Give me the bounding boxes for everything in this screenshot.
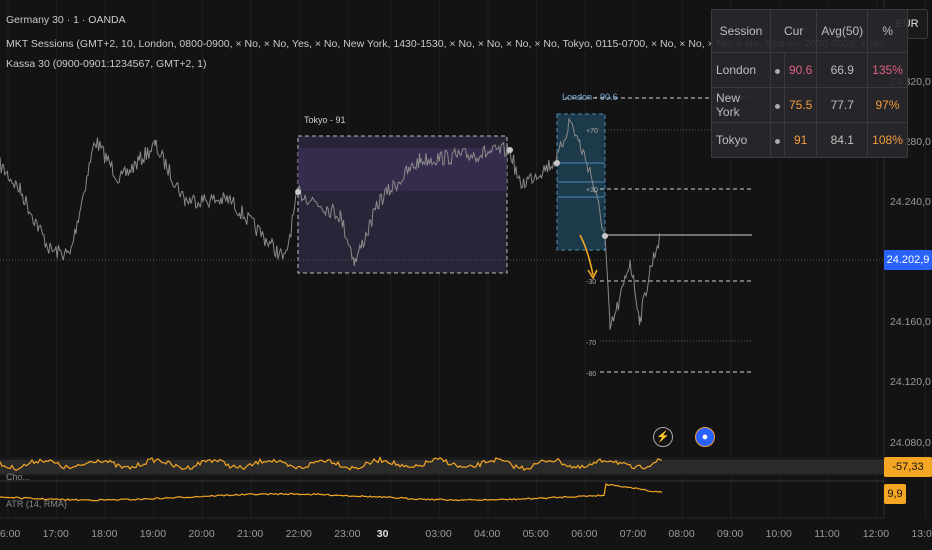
time-axis-label: 22:00 — [286, 528, 312, 540]
session-avg: 77.7 — [816, 87, 869, 123]
session-row: London 90.6 66.9 135% — [711, 52, 908, 88]
time-axis-label: 23:00 — [334, 528, 360, 540]
session-dot — [770, 87, 785, 123]
time-axis-label: 06:00 — [571, 528, 597, 540]
atr-value-tag: 9,9 — [884, 484, 906, 504]
time-axis-label: 11:00 — [814, 528, 840, 540]
pct-header: % — [867, 9, 908, 53]
time-axis-label: 09:00 — [717, 528, 743, 540]
tokyo-session-highlight — [298, 148, 507, 191]
svg-text:-30: -30 — [586, 279, 596, 286]
session-avg: 84.1 — [816, 122, 869, 158]
kassa-legend[interactable]: Kassa 30 (0900-0901:1234567, GMT+2, 1) — [6, 58, 207, 70]
price-axis-label: 24.160,0 — [890, 316, 931, 328]
time-axis-label: 21:00 — [237, 528, 263, 540]
time-axis-label: 16:00 — [0, 528, 20, 540]
time-axis-label: 04:00 — [474, 528, 500, 540]
current-price-tag: 24.202,9 — [884, 250, 932, 270]
bolt-icon[interactable]: ⚡ — [653, 427, 673, 447]
level-label-plus70: +70 — [586, 128, 598, 135]
indicator-legend[interactable]: MKT Sessions (GMT+2, 10, London, 0800-09… — [6, 38, 886, 50]
session-name: New York — [711, 87, 771, 123]
chart-title: Germany 30 · 1 · OANDA — [6, 14, 126, 26]
session-table: Session Cur Avg(50) % London 90.6 66.9 135%… — [711, 9, 908, 158]
time-axis-label: 05:00 — [523, 528, 549, 540]
tokyo-box-label: Tokyo - 91 — [304, 115, 346, 125]
oscillator-value-tag: -57,33 — [884, 457, 932, 477]
time-axis-label: 20:00 — [188, 528, 214, 540]
time-axis-label: 10:00 — [766, 528, 792, 540]
price-series — [0, 118, 661, 330]
move-arrow — [579, 234, 594, 276]
session-row: New York 75.5 77.7 97% — [711, 87, 908, 123]
svg-text:-70: -70 — [586, 340, 596, 347]
session-name: London — [711, 52, 771, 88]
time-axis-label: 12:00 — [863, 528, 889, 540]
session-cur: 75.5 — [783, 87, 818, 123]
time-axis-label: 03:00 — [425, 528, 451, 540]
svg-text:+30: +30 — [586, 187, 598, 194]
svg-text:-80: -80 — [586, 371, 596, 378]
time-axis-label: 18:00 — [91, 528, 117, 540]
price-axis-label: 24.240,0 — [890, 196, 931, 208]
session-pct: 108% — [867, 122, 908, 158]
price-axis-label: 24.080,0 — [890, 437, 931, 449]
avg-header: Avg(50) — [816, 9, 869, 53]
session-dot — [770, 122, 785, 158]
time-axis-label: 08:00 — [668, 528, 694, 540]
session-pct: 135% — [867, 52, 908, 88]
price-axis-label: 24.120,0 — [890, 376, 931, 388]
session-cur: 91 — [783, 122, 818, 158]
time-axis-label: 07:00 — [620, 528, 646, 540]
session-header: Session — [711, 9, 771, 53]
oscillator-series — [0, 456, 663, 471]
session-dot — [770, 52, 785, 88]
oscillator-label: Cho... — [6, 472, 30, 482]
session-name: Tokyo — [711, 122, 771, 158]
time-axis-label: 30 — [377, 528, 389, 540]
cur-header: Cur — [769, 9, 818, 53]
london-box-label: London - 90.6 — [562, 92, 618, 102]
atr-series — [0, 483, 663, 502]
time-axis-label: 19:00 — [140, 528, 166, 540]
atr-label: ATR (14, RMA) — [6, 499, 67, 509]
session-pct: 97% — [867, 87, 908, 123]
session-cur: 90.6 — [783, 52, 818, 88]
session-row: Tokyo 91 84.1 108% — [711, 122, 908, 158]
session-avg: 66.9 — [816, 52, 869, 88]
user-icon[interactable]: ● — [695, 427, 715, 447]
time-axis-label: 17:00 — [43, 528, 69, 540]
time-axis-label: 13:00 — [911, 528, 932, 540]
